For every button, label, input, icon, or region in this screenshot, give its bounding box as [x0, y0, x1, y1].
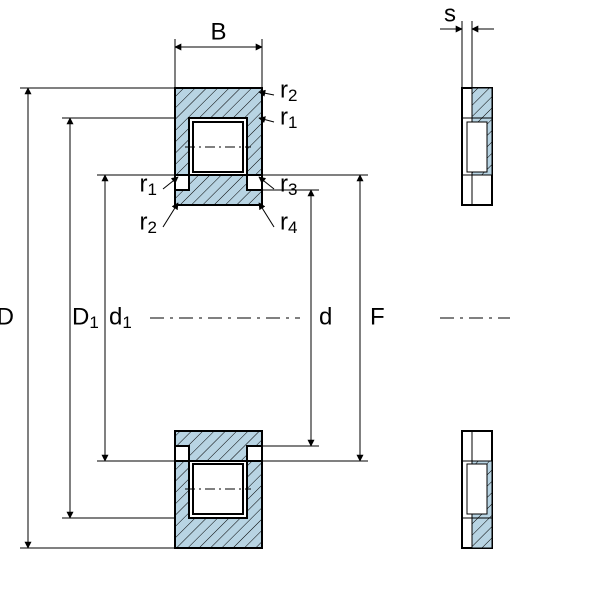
dim-label: F	[370, 303, 385, 330]
dim-label: B	[210, 18, 226, 45]
dim-label: s	[444, 0, 456, 27]
dim-label: d	[319, 303, 332, 330]
dim-label: D	[0, 303, 14, 330]
ring-roller	[467, 122, 487, 172]
ring-roller	[467, 464, 487, 514]
canvas-bg	[0, 0, 600, 600]
